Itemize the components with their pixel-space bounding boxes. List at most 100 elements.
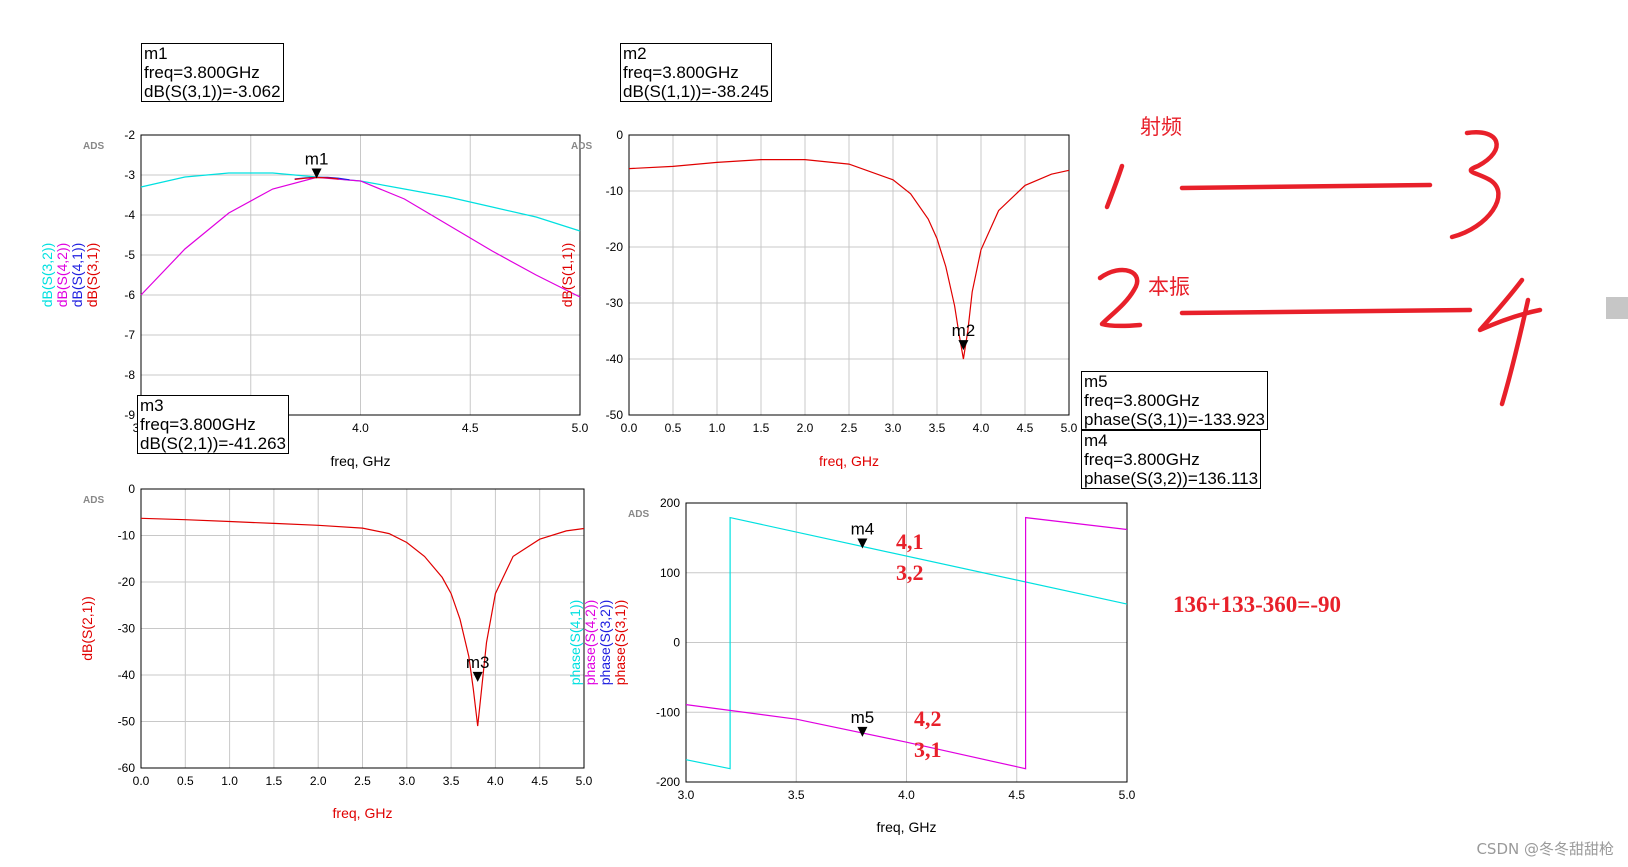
y-tick-label: -8 <box>124 368 135 382</box>
x-axis-label: freq, GHz <box>877 819 937 835</box>
x-tick-label: 3.5 <box>929 421 946 435</box>
plot-frame <box>140 488 585 769</box>
marker-box-name: m1 <box>144 44 168 63</box>
x-tick-label: 5.0 <box>1061 421 1078 435</box>
marker-label: m4 <box>851 520 875 539</box>
port-4-stroke <box>1477 277 1543 407</box>
marker-box-value: dB(S(1,1))=-38.245 <box>623 82 769 101</box>
marker-box-m2[interactable]: m2 freq=3.800GHz dB(S(1,1))=-38.245 <box>620 43 772 102</box>
y-axis-series-label: dB(S(4,2)) <box>54 243 70 308</box>
marker-triangle <box>857 538 868 549</box>
chart-3: 0.0 0.5 1.0 1.5 2.0 2.5 3.0 3.5 4.0 4.5 5.0 0 -10 -20… <box>79 482 593 821</box>
x-tick-label: 4.5 <box>462 421 479 435</box>
marker-box-freq: freq=3.800GHz <box>1084 391 1200 410</box>
y-axis-series-label: phase(S(3,2)) <box>597 600 613 686</box>
y-tick-label: 0 <box>673 636 680 650</box>
x-tick-label: 0.5 <box>177 774 194 788</box>
marker-box-value: dB(S(3,1))=-3.062 <box>144 82 281 101</box>
y-tick-label: -100 <box>656 705 680 719</box>
marker-box-m1[interactable]: m1 freq=3.800GHz dB(S(3,1))=-3.062 <box>141 43 284 102</box>
x-tick-label: 4.5 <box>1008 788 1025 802</box>
y-tick-label: -4 <box>124 208 135 222</box>
pair-3-1-label: 3,1 <box>914 737 942 762</box>
marker-label: m2 <box>952 321 976 340</box>
series-line <box>685 516 1128 770</box>
y-tick-label: -2 <box>124 128 135 142</box>
handwritten-annotations <box>1097 130 1543 407</box>
lo-connection-line <box>1179 307 1473 316</box>
x-tick-label: 5.0 <box>1119 788 1136 802</box>
marker-box-m5[interactable]: m5 freq=3.800GHz phase(S(3,1))=-133.923 <box>1081 371 1268 430</box>
chart-4: 3.0 3.5 4.0 4.5 5.0 200 100 0 -100 -200 ADS freq, G… <box>567 496 1136 835</box>
marker-box-name: m3 <box>140 396 164 415</box>
x-tick-label: 3.0 <box>885 421 902 435</box>
y-tick-label: -9 <box>124 408 135 422</box>
y-tick-label: -10 <box>118 529 136 543</box>
y-axis-series-label: phase(S(4,1)) <box>567 600 583 686</box>
marker-label: m1 <box>305 149 329 168</box>
y-tick-label: -6 <box>124 288 135 302</box>
marker-box-m4[interactable]: m4 freq=3.800GHz phase(S(3,2))=136.113 <box>1081 430 1262 489</box>
y-tick-label: -40 <box>118 668 136 682</box>
x-axis-label: freq, GHz <box>331 453 391 469</box>
marker-box-m3[interactable]: m3 freq=3.800GHz dB(S(2,1))=-41.263 <box>137 395 289 454</box>
ads-label: ADS <box>571 141 592 152</box>
x-tick-label: 5.0 <box>576 774 593 788</box>
x-tick-label: 2.5 <box>841 421 858 435</box>
x-tick-label: 0.0 <box>133 774 150 788</box>
pair-4-1-label: 4,1 <box>896 529 924 554</box>
x-tick-label: 5.0 <box>572 421 589 435</box>
rf-connection-line <box>1179 182 1433 191</box>
x-tick-label: 4.0 <box>973 421 990 435</box>
marker-box-name: m2 <box>623 44 647 63</box>
watermark: CSDN @冬冬甜甜枪 <box>1476 840 1614 858</box>
marker-box-freq: freq=3.800GHz <box>1084 450 1200 469</box>
marker-triangle <box>958 340 969 351</box>
y-axis-series-label: phase(S(3,1)) <box>612 600 628 686</box>
x-tick-label: 4.0 <box>898 788 915 802</box>
y-axis-label: dB(S(1,1)) <box>559 243 575 308</box>
x-tick-label: 4.5 <box>531 774 548 788</box>
chart-2: 0.0 0.5 1.0 1.5 2.0 2.5 3.0 3.5 4.0 4.5 5.0 0 -10 -20… <box>559 128 1078 469</box>
series-line <box>628 159 1070 360</box>
x-tick-label: 1.5 <box>753 421 770 435</box>
ads-label: ADS <box>83 495 104 506</box>
ads-label: ADS <box>83 141 104 152</box>
y-tick-label: 100 <box>660 566 680 580</box>
x-axis-label: freq, GHz <box>819 453 879 469</box>
marker-box-value: phase(S(3,2))=136.113 <box>1084 469 1259 488</box>
y-tick-label: -30 <box>606 296 624 310</box>
marker-label: m5 <box>851 708 875 727</box>
y-tick-label: -50 <box>606 408 624 422</box>
y-tick-label: -200 <box>656 775 680 789</box>
y-axis-series-label: dB(S(4,1)) <box>69 243 85 308</box>
x-tick-label: 4.0 <box>487 774 504 788</box>
marker-box-freq: freq=3.800GHz <box>140 415 256 434</box>
series-line <box>140 176 581 298</box>
lo-label: 本振 <box>1148 275 1190 299</box>
port-3-stroke <box>1449 130 1501 240</box>
x-tick-label: 1.5 <box>266 774 283 788</box>
x-tick-label: 1.0 <box>221 774 238 788</box>
marker-box-value: phase(S(3,1))=-133.923 <box>1084 410 1265 429</box>
ads-label: ADS <box>628 509 649 520</box>
port-2-stroke <box>1097 267 1143 329</box>
y-tick-label: -7 <box>124 328 135 342</box>
pair-3-2-label: 3,2 <box>896 560 924 585</box>
y-tick-label: 0 <box>616 128 623 142</box>
x-tick-label: 0.0 <box>621 421 638 435</box>
plot-frame <box>628 134 1070 416</box>
y-tick-label: -3 <box>124 168 135 182</box>
marker-triangle <box>857 726 868 737</box>
scrollbar-thumb[interactable] <box>1606 297 1628 319</box>
plot-frame <box>685 502 1128 783</box>
x-tick-label: 2.0 <box>797 421 814 435</box>
x-tick-label: 4.5 <box>1017 421 1034 435</box>
y-tick-label: 200 <box>660 496 680 510</box>
rf-label: 射频 <box>1140 115 1182 139</box>
y-tick-label: -40 <box>606 352 624 366</box>
x-tick-label: 2.0 <box>310 774 327 788</box>
y-tick-label: -20 <box>606 240 624 254</box>
x-tick-label: 3.5 <box>443 774 460 788</box>
y-axis-label: dB(S(2,1)) <box>79 596 95 661</box>
